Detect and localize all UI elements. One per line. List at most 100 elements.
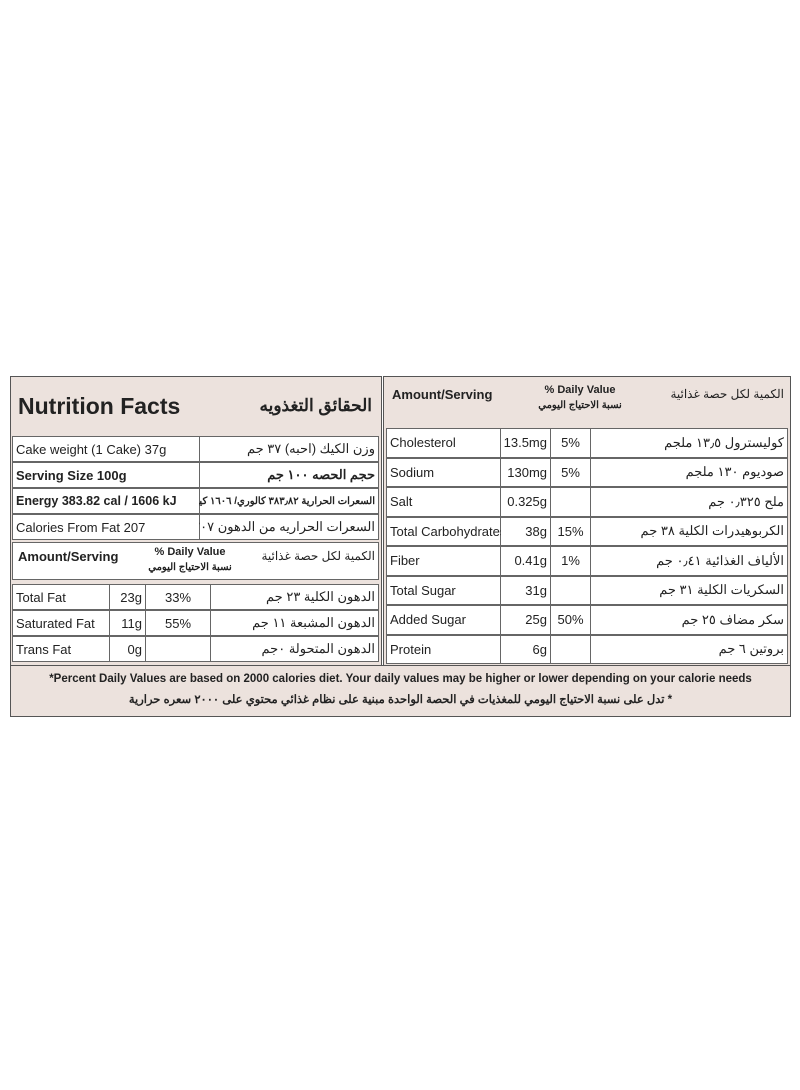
row-cell (550, 487, 591, 517)
nutrient-amount: 25g (525, 612, 547, 628)
row-cell (386, 516, 501, 546)
info-cell (199, 488, 379, 514)
nutrient-dv: 33% (164, 589, 192, 605)
nutrient-amount: 0g (127, 641, 142, 657)
row-cell (145, 610, 211, 636)
header-amount-ar: الكمية لكل حصة غذائية (261, 549, 375, 563)
row-cell (550, 605, 591, 635)
nutrient-amount: 0.41g (514, 553, 547, 569)
header-dv-ar: نسبة الاحتياج اليومي (148, 561, 232, 573)
nutrient-amount: 31g (525, 582, 547, 598)
nutrient-ar: سكر مضاف ٢٥ جم (681, 611, 784, 627)
info-en: Serving Size 100g (16, 467, 127, 483)
row-cell (590, 634, 788, 664)
row-cell (210, 610, 379, 636)
row-cell (500, 575, 551, 605)
nutrient-ar: الكربوهيدرات الكلية ٣٨ جم (640, 523, 784, 539)
nutrient-ar: السكريات الكلية ٣١ جم (659, 582, 784, 598)
nutrient-name: Added Sugar (390, 612, 466, 628)
nutrient-ar: صوديوم ١٣٠ ملجم (685, 464, 784, 480)
row-cell (590, 487, 788, 517)
nutrient-dv: 5% (561, 435, 580, 451)
nutrient-ar: الدهون المشبعة ١١ جم (252, 615, 375, 630)
nutrient-amount: 11g (121, 615, 142, 631)
header-dv-ar: نسبة الاحتياج اليومي (538, 399, 622, 411)
info-en: Calories From Fat 207 (16, 519, 146, 535)
info-cell (199, 436, 379, 462)
info-cell (12, 488, 200, 514)
nutrient-ar: الألياف الغذائية ٠٫٤١ جم (656, 552, 784, 568)
row-cell (500, 546, 551, 576)
row-cell (210, 636, 379, 662)
nutrient-amount: 130mg (507, 464, 547, 480)
nutrient-name: Fiber (390, 553, 420, 569)
info-cell (12, 514, 200, 540)
row-cell (590, 428, 788, 458)
row-cell (550, 575, 591, 605)
row-cell (109, 584, 146, 610)
title-ar: الحقائق التغذويه (259, 396, 372, 415)
row-cell (386, 546, 501, 576)
nutrient-dv: 50% (557, 612, 584, 628)
row-cell (386, 575, 501, 605)
nutrient-name: Total Sugar (390, 582, 456, 598)
footer-en: *Percent Daily Values are based on 2000 … (49, 673, 752, 685)
row-cell (145, 636, 211, 662)
row-cell (386, 605, 501, 635)
info-en: Cake weight (1 Cake) 37g (16, 441, 167, 457)
row-cell (12, 610, 110, 636)
info-cell (199, 462, 379, 488)
header-amount: Amount/Serving (18, 548, 119, 564)
header-dv: % Daily Value (544, 384, 616, 396)
nutrient-name: Total Carbohydrates (390, 523, 501, 539)
row-cell (109, 610, 146, 636)
row-cell (500, 457, 551, 487)
nutrient-ar: الدهون الكلية ٢٣ جم (266, 589, 375, 604)
nutrient-ar: الدهون المتحولة ٠جم (261, 641, 375, 656)
row-cell (590, 457, 788, 487)
row-cell (500, 428, 551, 458)
info-cell (199, 514, 379, 540)
row-cell (500, 487, 551, 517)
nutrient-name: Saturated Fat (16, 615, 95, 631)
nutrient-amount: 38g (525, 523, 547, 539)
nutrient-amount: 6g (532, 641, 547, 657)
header-amount: Amount/Serving (392, 386, 493, 402)
nutrient-amount: 13.5mg (503, 435, 547, 451)
title: Nutrition Facts (18, 392, 181, 419)
info-cell (12, 436, 200, 462)
nutrient-name: Sodium (390, 464, 435, 480)
nutrient-name: Trans Fat (16, 641, 72, 657)
info-ar: وزن الكيك (احبه) ٣٧ جم (246, 441, 375, 456)
nutrient-name: Total Fat (16, 589, 66, 605)
row-cell (386, 487, 501, 517)
nutrient-dv: 1% (561, 553, 580, 569)
info-en: Energy 383.82 cal / 1606 kJ (16, 494, 177, 508)
row-cell (12, 584, 110, 610)
row-cell (590, 546, 788, 576)
row-cell (386, 457, 501, 487)
row-cell (210, 584, 379, 610)
row-cell (386, 634, 501, 664)
nutrient-name: Protein (390, 641, 432, 657)
nutrient-ar: كوليسترول ١٣٫٥ ملجم (664, 434, 784, 450)
info-ar: السعرات الحراريه من الدهون ٢٠٧ (199, 519, 375, 534)
nutrient-amount: 23g (120, 589, 142, 605)
header-dv: % Daily Value (154, 546, 226, 558)
nutrient-ar: بروتين ٦ جم (718, 641, 784, 657)
row-cell (386, 428, 501, 458)
row-cell (590, 575, 788, 605)
footer-ar: * تدل على نسبة الاحتياج اليومي للمغذيات … (128, 694, 673, 706)
row-cell (500, 605, 551, 635)
nutrient-dv: 55% (164, 615, 192, 631)
nutrient-amount: 0.325g (507, 494, 547, 510)
row-cell (550, 457, 591, 487)
row-cell (550, 634, 591, 664)
nutrient-name: Salt (390, 494, 413, 510)
row-cell (590, 516, 788, 546)
nutrient-dv: 15% (557, 523, 584, 539)
row-cell (590, 605, 788, 635)
footer-panel (10, 665, 791, 717)
info-ar: السعرات الحرارية ٣٨٣٫٨٢ كالوري/ ١٦٠٦ كيل… (199, 495, 375, 507)
